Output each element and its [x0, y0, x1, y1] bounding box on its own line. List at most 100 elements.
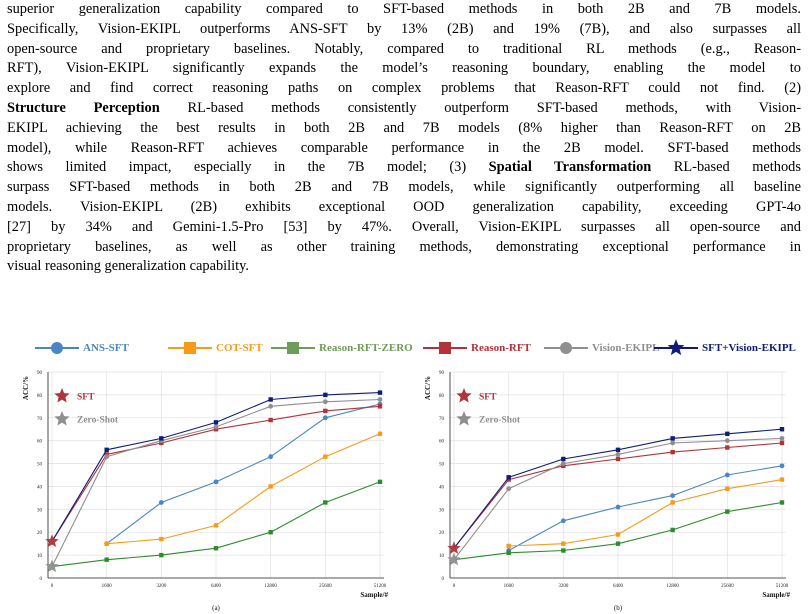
legend-item: COT-SFT — [168, 338, 263, 358]
data-point — [615, 504, 621, 510]
legend-label: Vision-EKIPL — [592, 342, 660, 354]
data-point — [377, 390, 383, 395]
chart-a-svg: 0 10 20 30 40 50 60 70 80 90 0 1600 3200 6400 12800 256… — [22, 371, 388, 612]
y-axis-label: ACC/% — [424, 376, 432, 400]
data-point — [323, 392, 328, 398]
x-tick-label: 3200 — [156, 584, 167, 589]
x-tick-label: 3200 — [558, 584, 569, 589]
data-point — [158, 500, 164, 505]
y-tick-label: 70 — [37, 417, 43, 422]
data-point — [779, 500, 785, 505]
y-tick-label: 20 — [37, 531, 43, 536]
paragraph-line: superior generalization capability compa… — [7, 0, 801, 20]
x-tick-label: 25600 — [319, 584, 332, 589]
y-axis-label: ACC/% — [22, 376, 30, 400]
data-point — [159, 552, 164, 558]
data-point — [323, 500, 328, 505]
y-tick-label: 60 — [439, 440, 445, 445]
series-ans-sft — [104, 401, 383, 547]
data-point — [268, 484, 273, 489]
legend-marker — [560, 342, 572, 354]
y-tick-label: 80 — [439, 394, 445, 399]
data-point — [506, 477, 511, 482]
paragraph-line: visual reasoning generalization capabili… — [7, 257, 801, 277]
legend-swatch — [423, 342, 467, 354]
data-point — [670, 527, 675, 533]
y-tick-label: 20 — [439, 531, 445, 536]
x-tick-label: 0 — [453, 584, 456, 589]
x-tick-label: 1600 — [102, 584, 113, 589]
paragraph-line: explore and find correct reasoning paths… — [7, 79, 801, 99]
x-tick-label: 6400 — [613, 584, 624, 589]
paragraph-line: surpass SFT-based methods in both 2B and… — [7, 178, 801, 198]
y-tick-label: 50 — [37, 463, 43, 468]
data-point — [725, 509, 730, 514]
panel-label: (a) — [212, 604, 220, 612]
legend-item: Reason-RFT-ZERO — [271, 338, 413, 358]
x-tick-label: 25600 — [721, 584, 734, 589]
y-tick-label: 70 — [439, 417, 445, 422]
series-sft-vision-ekipl — [51, 390, 383, 542]
data-point — [377, 404, 383, 409]
legend-label: COT-SFT — [216, 342, 263, 354]
x-tick-label: 12800 — [666, 584, 679, 589]
data-point — [779, 435, 785, 441]
y-tick-label: 80 — [37, 394, 43, 399]
paragraph-text: explore and find correct reasoning paths… — [7, 80, 801, 97]
legend-swatch — [168, 342, 212, 354]
data-point — [725, 445, 730, 450]
start-star-marker — [447, 541, 461, 554]
y-tick-label: 50 — [439, 463, 445, 468]
paragraph-line: RFT), Vision-EKIPL significantly expands… — [7, 59, 801, 79]
annotation-star-icon — [54, 411, 70, 426]
legend-marker — [51, 342, 63, 354]
legend-marker — [287, 342, 299, 354]
paragraph-text: [27] by 34% and Gemini-1.5-Pro [53] by 4… — [7, 218, 801, 235]
series-line — [508, 479, 783, 547]
annotation-label: Zero-Shot — [479, 416, 521, 426]
paragraph-text: proprietary baselines, as well as other … — [7, 238, 801, 255]
annotation-label: SFT — [479, 393, 497, 403]
data-point — [159, 536, 164, 542]
paragraph-line: model), while Reason-RFT achieves compar… — [7, 139, 801, 159]
data-point — [104, 541, 109, 546]
results-paragraph: superior generalization capability compa… — [7, 0, 801, 277]
paragraph-line: EKIPL achieving the best results in both… — [7, 119, 801, 139]
paragraph-text: RL-based methods consistently outperform… — [159, 99, 801, 116]
annotation-star-icon — [456, 388, 472, 403]
data-point — [213, 523, 219, 528]
data-point — [377, 479, 383, 485]
data-point — [268, 417, 273, 423]
data-point — [104, 454, 110, 460]
series-line — [508, 465, 783, 551]
data-point — [213, 546, 219, 551]
series-ans-sft — [506, 463, 785, 553]
x-axis-label: Sample/# — [762, 591, 790, 599]
legend-marker — [667, 339, 685, 356]
series-cot-sft — [104, 431, 383, 546]
series-sft-vision-ekipl — [453, 427, 785, 549]
data-point — [268, 397, 273, 402]
data-point — [322, 399, 328, 405]
data-point — [615, 456, 621, 462]
data-point — [779, 427, 785, 432]
series-line — [106, 403, 381, 545]
x-tick-label: 1600 — [504, 584, 515, 589]
data-point — [322, 415, 328, 421]
annotation-star-icon — [54, 388, 70, 403]
y-tick-label: 90 — [439, 371, 445, 376]
paragraph-text: RFT), Vision-EKIPL significantly expands… — [7, 60, 801, 77]
paragraph-line: open-source and proprietary baselines. N… — [7, 40, 801, 60]
paragraph-text: visual reasoning generalization capabili… — [7, 258, 250, 275]
data-point — [268, 403, 274, 409]
data-point — [268, 530, 273, 535]
x-axis-label: Sample/# — [360, 591, 388, 599]
paragraph-text: EKIPL achieving the best results in both… — [7, 119, 801, 136]
data-point — [615, 541, 621, 546]
data-point — [377, 397, 383, 402]
y-tick-label: 10 — [439, 554, 445, 559]
y-tick-label: 40 — [439, 485, 445, 490]
paragraph-text: models. Vision-EKIPL (2B) exhibits excep… — [7, 198, 801, 215]
paragraph-text: Specifically, Vision-EKIPL outperforms A… — [7, 20, 801, 37]
legend-marker — [439, 342, 451, 354]
